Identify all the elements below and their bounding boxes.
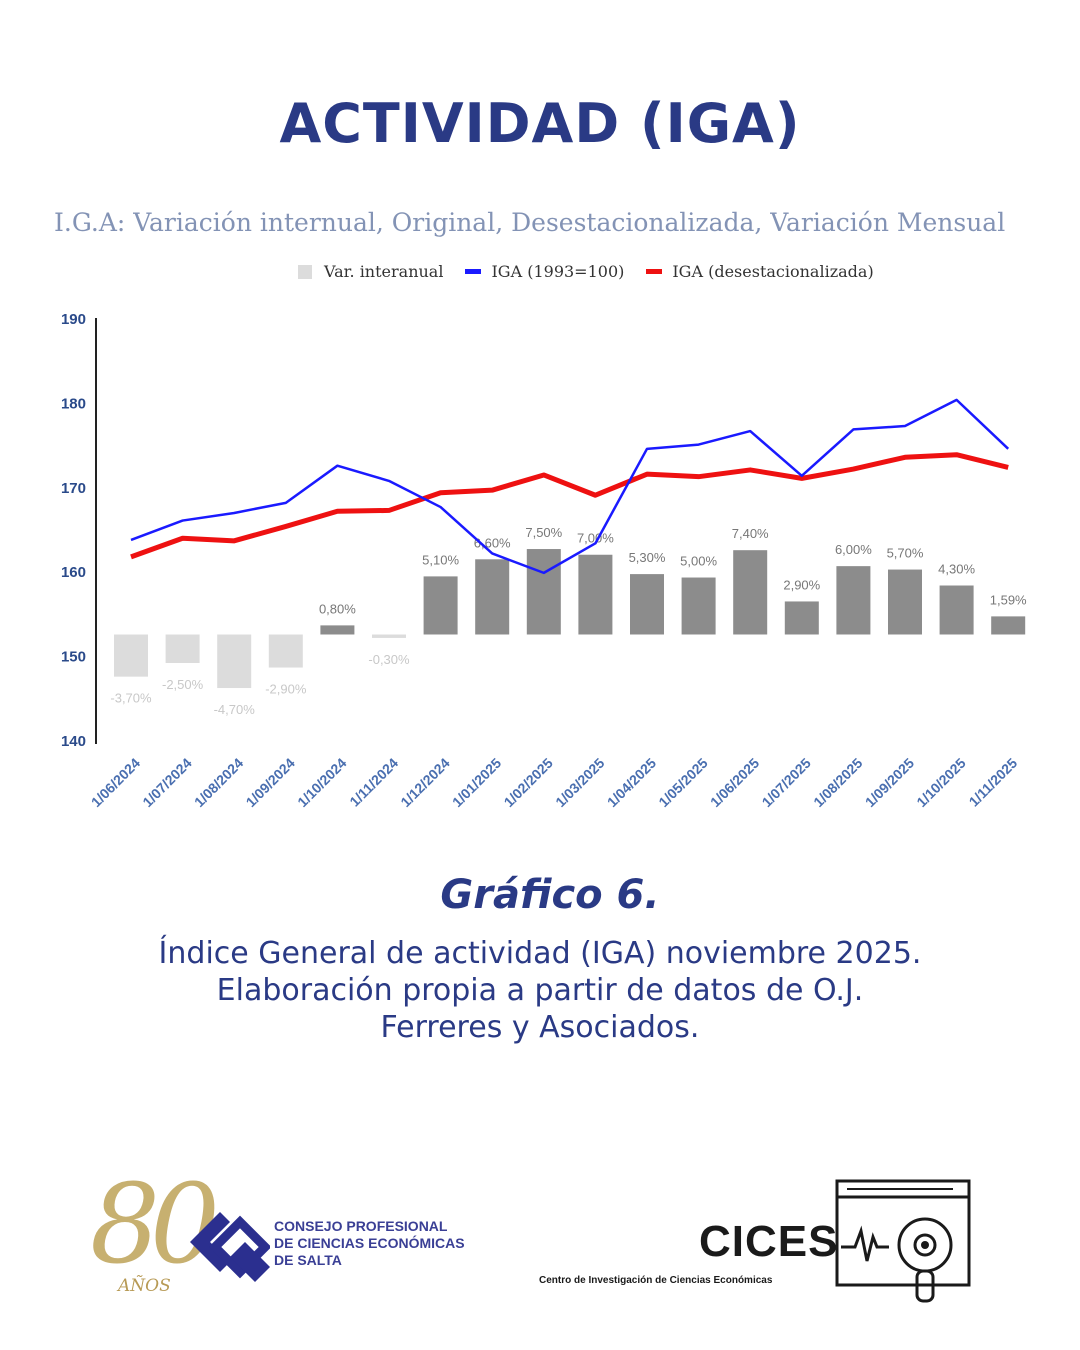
x-tick-label: 1/05/2025: [655, 755, 711, 811]
y-tick-label: 190: [61, 311, 86, 328]
cpce-name-line-2: DE CIENCIAS ECONÓMICAS: [274, 1235, 465, 1251]
cpce-name-line-3: DE SALTA: [274, 1252, 342, 1268]
cpce-name: CONSEJO PROFESIONAL DE CIENCIAS ECONÓMIC…: [274, 1218, 465, 1269]
legend-label-var-interanual: Var. interanual: [324, 262, 444, 281]
bar-data-label: 7,50%: [525, 525, 562, 540]
legend-item-iga: IGA (1993=100): [465, 262, 624, 281]
x-tick-label: 1/11/2024: [346, 755, 401, 810]
bar-data-label: -2,50%: [162, 677, 204, 692]
bar: [630, 574, 664, 635]
cpce-emblem-icon: [190, 1212, 270, 1282]
bar-data-label: 5,10%: [422, 552, 459, 567]
legend-item-iga-desest: IGA (desestacionalizada): [646, 262, 874, 281]
bar: [578, 554, 613, 635]
bar-data-label: 5,70%: [887, 546, 924, 561]
bar-data-label: -3,70%: [110, 691, 152, 706]
bar-data-label: 7,00%: [577, 531, 614, 546]
bar: [836, 566, 871, 635]
y-tick-label: 180: [61, 395, 86, 412]
caption-line-2: Elaboración propia a partir de datos de …: [216, 973, 864, 1008]
bar: [475, 559, 510, 635]
legend-item-var-interanual: Var. interanual: [298, 262, 443, 281]
cices-logo: CICES Centro de Investigación de Ciencia…: [535, 1175, 975, 1315]
x-tick-label: 1/07/2024: [139, 755, 195, 811]
x-tick-label: 1/11/2025: [966, 755, 1021, 810]
x-tick-label: 1/08/2024: [191, 755, 247, 811]
caption-line-1: Índice General de actividad (IGA) noviem…: [158, 936, 922, 971]
bar: [681, 577, 716, 635]
x-tick-label: 1/04/2025: [604, 755, 660, 811]
chart-legend: Var. interanual IGA (1993=100) IGA (dese…: [298, 262, 896, 281]
bar-data-label: -2,90%: [265, 682, 307, 697]
x-tick-label: 1/10/2025: [913, 755, 969, 811]
chart-plot: 140 150 160 170 180 190 -3,70% -2,50% -4,70% -2,…: [61, 311, 1027, 811]
iga-line: [130, 398, 1010, 575]
bar-data-label: 0,80%: [319, 601, 356, 616]
x-tick-label: 1/12/2024: [397, 755, 453, 811]
caption-title: Gráfico 6.: [440, 872, 660, 918]
bar: [888, 569, 922, 635]
bar-data-label: 6,00%: [835, 542, 872, 557]
x-tick-label: 1/02/2025: [501, 755, 557, 811]
cices-monitor-magnifier-icon: [835, 1179, 971, 1303]
bar: [320, 625, 355, 635]
x-tick-label: 1/01/2025: [449, 755, 505, 811]
bar: [939, 585, 974, 635]
legend-swatch-iga: [465, 269, 482, 274]
cpce-logo: 80 AÑOS CONSEJO PROFESIONAL DE CIENCIAS …: [90, 1160, 510, 1310]
y-tick-label: 160: [61, 564, 86, 581]
bar-data-label: 5,00%: [680, 554, 717, 569]
bar: [217, 634, 252, 689]
caption-body: Índice General de actividad (IGA) noviem…: [0, 935, 1080, 1046]
legend-label-iga-desest: IGA (desestacionalizada): [672, 262, 874, 281]
iga-desest-line: [130, 452, 1009, 560]
bar: [165, 634, 200, 663]
bar: [423, 576, 458, 635]
caption-line-3: Ferreres y Asociados.: [380, 1010, 700, 1045]
bar-data-label: 5,30%: [629, 550, 666, 565]
bar: [526, 549, 561, 635]
bar-data-label: 2,90%: [783, 577, 820, 592]
cices-name: CICES: [699, 1217, 839, 1266]
line-series: [130, 398, 1010, 575]
x-axis-labels: 1/06/20241/07/20241/08/20241/09/20241/10…: [88, 755, 1021, 811]
bar: [784, 601, 819, 635]
x-tick-label: 1/10/2024: [294, 755, 350, 811]
y-tick-label: 150: [61, 649, 86, 666]
bar: [372, 634, 406, 638]
x-tick-label: 1/09/2024: [243, 755, 299, 811]
y-tick-label: 140: [61, 733, 86, 750]
bar: [114, 634, 148, 677]
chart-title: I.G.A: Variación internual, Original, De…: [54, 208, 1006, 237]
bar-data-label: -4,70%: [214, 702, 256, 717]
bar-data-label: 1,59%: [990, 592, 1027, 607]
cices-full-name: Centro de Investigación de Ciencias Econ…: [539, 1275, 773, 1286]
cpce-anos-label: AÑOS: [118, 1276, 171, 1296]
legend-label-iga: IGA (1993=100): [491, 262, 625, 281]
x-tick-label: 1/06/2024: [88, 755, 144, 811]
x-tick-label: 1/07/2025: [759, 755, 815, 811]
cpce-name-line-1: CONSEJO PROFESIONAL: [274, 1218, 448, 1234]
bar: [733, 550, 768, 635]
bar-series: [114, 549, 1026, 689]
legend-swatch-iga-desest: [646, 269, 663, 274]
x-tick-label: 1/08/2025: [810, 755, 866, 811]
legend-swatch-bars: [298, 264, 312, 279]
bar-data-label: 4,30%: [938, 562, 975, 577]
y-tick-label: 170: [61, 480, 86, 497]
x-tick-label: 1/09/2025: [862, 755, 918, 811]
x-tick-label: 1/06/2025: [707, 755, 763, 811]
y-axis: 140 150 160 170 180 190: [61, 311, 97, 750]
x-tick-label: 1/03/2025: [552, 755, 608, 811]
bar-data-label: 7,40%: [732, 526, 769, 541]
bar-data-label: -0,30%: [368, 652, 410, 667]
page-title: ACTIVIDAD (IGA): [279, 92, 801, 155]
bar: [991, 616, 1026, 635]
cpce-80-mark: 80: [90, 1160, 220, 1288]
bar: [268, 634, 303, 668]
